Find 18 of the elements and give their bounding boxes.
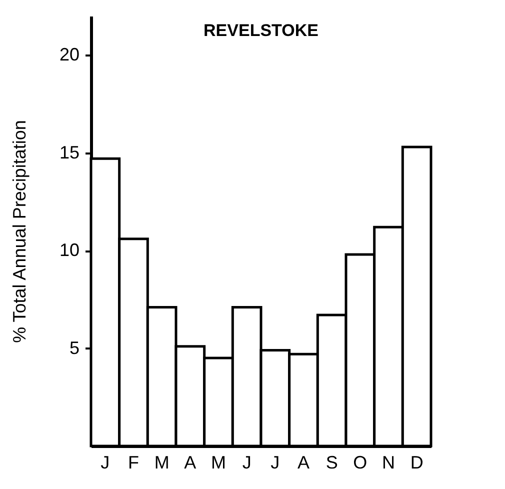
x-tick-label: N (382, 452, 395, 472)
x-tick-label: D (410, 452, 424, 472)
x-tick-label: M (154, 452, 170, 472)
x-tick-label: M (211, 452, 226, 472)
x-tick-label: A (184, 452, 196, 472)
x-tick-label: O (353, 452, 368, 472)
y-tick-label: 5 (69, 338, 80, 358)
y-tick-label: 10 (59, 240, 80, 260)
x-tick-label: S (326, 452, 338, 472)
y-tick-label: 15 (59, 142, 80, 162)
x-tick-label: J (100, 452, 110, 472)
x-tick-label: A (297, 452, 310, 472)
x-tick-label: J (270, 452, 280, 472)
x-tick-label: F (128, 452, 139, 472)
y-tick-label: 20 (59, 44, 80, 65)
x-tick-label: J (242, 452, 252, 472)
chart-title: REVELSTOKE (204, 21, 318, 40)
y-axis-title: % Total Annual Precipitation (9, 120, 30, 343)
